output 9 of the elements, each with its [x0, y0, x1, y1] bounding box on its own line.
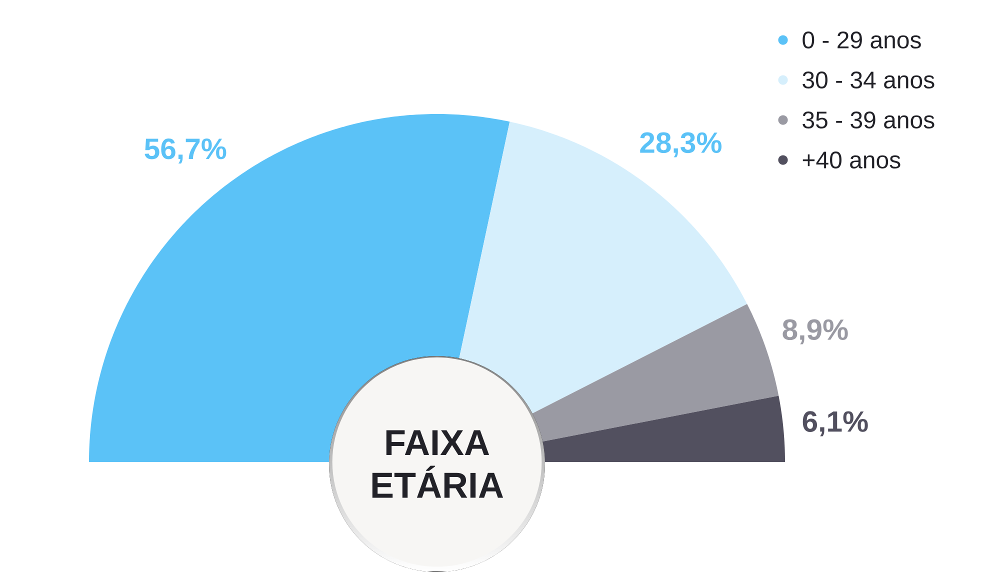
legend-label: +40 anos: [802, 151, 900, 168]
legend-label: 30 - 34 anos: [802, 71, 934, 88]
text: FAIXA ETÁRIA: [372, 430, 504, 498]
legend-label: 35 - 39 anos: [802, 111, 934, 128]
legend-label: 0 - 29 anos: [802, 31, 921, 48]
data-label: 56,7%: [144, 138, 226, 164]
data-label: 28,3%: [640, 132, 722, 158]
data-label: 6,1%: [802, 411, 868, 436]
data-label: 8,9%: [782, 319, 848, 344]
